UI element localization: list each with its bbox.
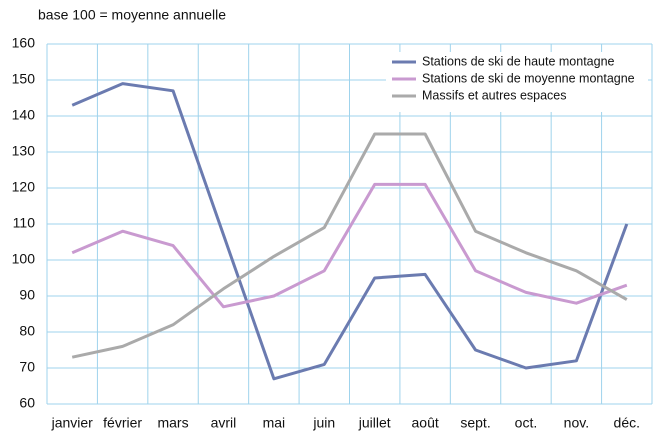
chart-subtitle: base 100 = moyenne annuelle [38, 7, 226, 23]
y-tick-label: 130 [12, 143, 36, 159]
legend-label: Stations de ski de moyenne montagne [422, 71, 635, 85]
x-tick-label: août [412, 415, 439, 431]
y-tick-label: 90 [19, 287, 35, 303]
legend-label: Massifs et autres espaces [422, 88, 567, 102]
x-tick-label: déc. [614, 415, 640, 431]
y-tick-label: 110 [13, 215, 36, 231]
y-tick-label: 140 [12, 107, 36, 123]
legend-label: Stations de ski de haute montagne [422, 54, 615, 68]
x-tick-label: janvier [51, 415, 94, 431]
legend-background [386, 52, 648, 112]
y-tick-label: 150 [12, 71, 36, 87]
y-tick-label: 120 [12, 179, 36, 195]
x-tick-label: mars [157, 415, 188, 431]
series-line [71, 132, 628, 359]
y-tick-label: 60 [19, 395, 35, 411]
y-tick-label: 80 [19, 323, 35, 339]
x-tick-label: juillet [358, 415, 391, 431]
x-tick-label: oct. [515, 415, 538, 431]
x-tick-label: sept. [460, 415, 490, 431]
y-tick-label: 160 [12, 35, 36, 51]
y-tick-label: 100 [12, 251, 36, 267]
x-tick-label: février [103, 415, 142, 431]
x-tick-label: avril [211, 415, 237, 431]
series-line [71, 82, 629, 381]
series-line [71, 182, 628, 309]
legend: Stations de ski de haute montagne Station… [386, 52, 648, 112]
x-tick-label: juin [312, 415, 335, 431]
x-tick-label: mai [263, 415, 286, 431]
y-tick-label: 70 [19, 359, 35, 375]
x-tick-label: nov. [564, 415, 589, 431]
